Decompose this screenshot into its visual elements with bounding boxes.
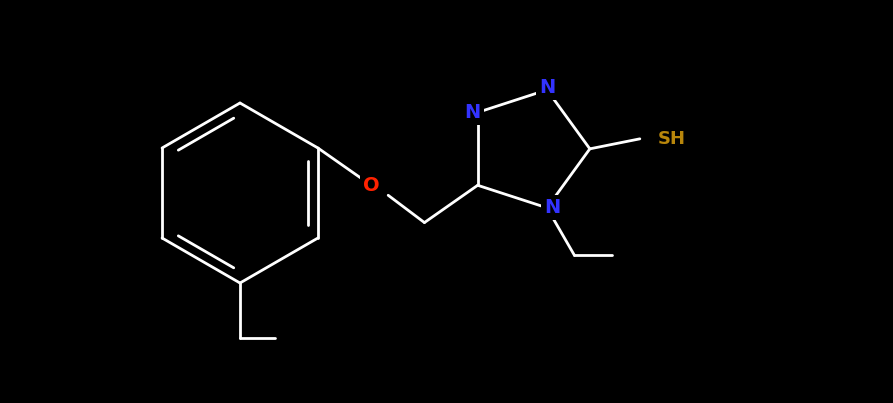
Text: N: N: [544, 198, 560, 217]
Text: N: N: [464, 103, 480, 122]
Text: N: N: [538, 78, 555, 98]
Text: SH: SH: [658, 130, 686, 148]
Text: O: O: [363, 176, 380, 195]
